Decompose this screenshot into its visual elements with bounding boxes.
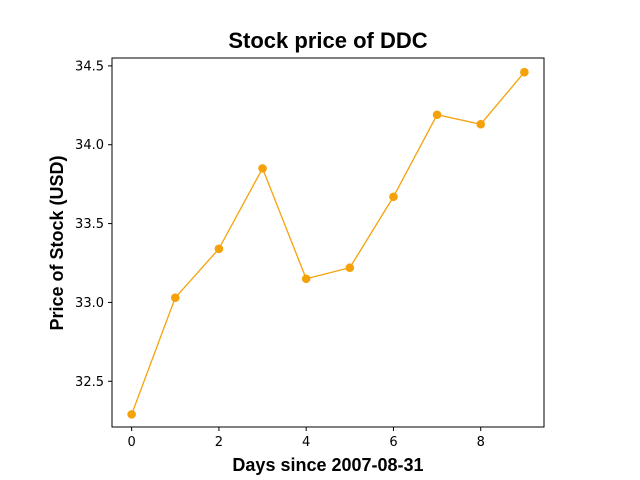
data-point <box>432 110 442 120</box>
data-point <box>301 274 311 284</box>
y-tick-label: 33.0 <box>75 296 104 311</box>
y-tick-label: 33.5 <box>75 217 104 232</box>
data-point <box>127 410 136 419</box>
plot-area-frame <box>111 57 545 428</box>
x-axis-title: Days since 2007-08-31 <box>232 455 423 475</box>
data-point <box>258 164 267 173</box>
x-tick-label: 8 <box>477 435 485 450</box>
data-point <box>345 263 355 273</box>
x-tick-label: 0 <box>127 435 135 450</box>
y-tick-label: 32.5 <box>75 375 104 390</box>
data-point <box>476 119 486 129</box>
x-axis: 0 2 4 6 8 <box>127 427 485 450</box>
y-axis-title: Price of Stock (USD) <box>47 155 67 330</box>
data-point <box>520 67 529 77</box>
data-point <box>170 293 180 302</box>
x-tick-label: 6 <box>389 435 397 450</box>
y-axis: 32.5 33.0 33.5 34.0 34.5 <box>75 59 112 390</box>
data-point <box>389 192 398 202</box>
x-tick-label: 4 <box>302 435 310 450</box>
y-tick-label: 34.0 <box>75 138 104 153</box>
data-point <box>214 244 224 254</box>
series-layer <box>127 67 529 419</box>
y-tick-label: 34.5 <box>75 59 104 74</box>
series-line <box>131 71 525 415</box>
x-tick-label: 2 <box>215 435 223 450</box>
chart-title: Stock price of DDC <box>228 28 427 53</box>
